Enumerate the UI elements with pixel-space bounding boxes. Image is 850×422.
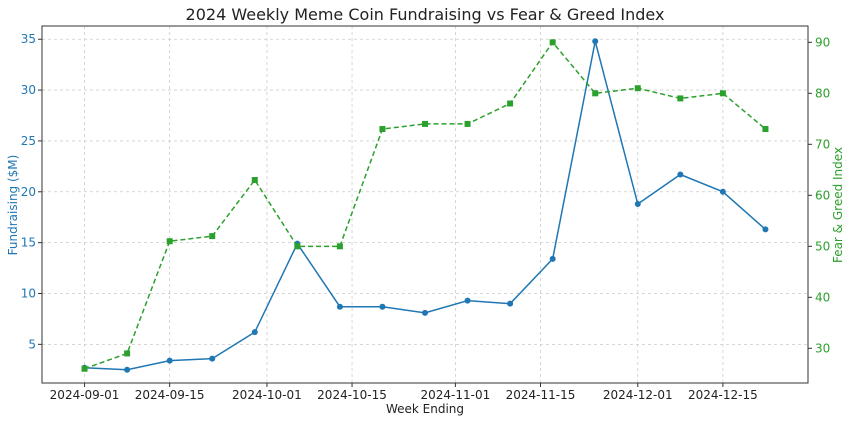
y-right-tick-label: 60	[815, 188, 830, 202]
plot-frame	[41, 25, 809, 384]
y-left-tick-label: 20	[21, 185, 36, 199]
fear-greed-point	[549, 39, 556, 46]
x-tick-label: 2024-12-01	[603, 388, 673, 402]
fear-greed-point	[719, 90, 726, 97]
x-tick-label: 2024-09-01	[50, 388, 120, 402]
fear-greed-point	[166, 238, 173, 245]
fear-greed-point	[507, 100, 514, 107]
y-axis-label-right: Fear & Greed Index	[831, 147, 845, 263]
x-tick-label: 2024-10-01	[232, 388, 302, 402]
fear-greed-point	[209, 233, 216, 240]
fundraising-point	[592, 38, 599, 45]
fear-greed-point	[422, 120, 428, 127]
fundraising-point	[166, 357, 173, 364]
y-right-tick-label: 90	[815, 35, 830, 49]
y-left-tick-label: 25	[21, 134, 36, 148]
fundraising-point	[379, 303, 386, 310]
x-axis-label: Week Ending	[386, 402, 464, 416]
fundraising-point	[251, 329, 258, 336]
y-right-tick-label: 40	[815, 290, 830, 304]
ticks: 2024-09-01 2024-09-15 2024-10-01 2024-10-15…	[21, 32, 831, 402]
fundraising-point	[464, 297, 471, 304]
x-tick-label: 2024-11-01	[421, 388, 491, 402]
y-right-tick-label: 70	[815, 137, 830, 151]
y-right-tick-label: 30	[815, 341, 830, 355]
fundraising-point	[634, 200, 641, 207]
y-right-tick-label: 80	[815, 86, 830, 100]
fear-greed-point	[677, 95, 684, 102]
fundraising-point	[507, 300, 514, 307]
fear-greed-point	[251, 177, 258, 184]
y-left-tick-label: 5	[28, 337, 36, 351]
y-axis-label-left: Fundraising ($M)	[6, 155, 20, 256]
fundraising-point	[336, 303, 343, 310]
y-left-tick-label: 35	[21, 32, 36, 46]
fundraising-point	[124, 366, 131, 373]
fundraising-point	[549, 255, 556, 262]
fundraising-point	[422, 309, 428, 316]
x-tick-label: 2024-12-15	[688, 388, 758, 402]
fear-greed-point	[81, 365, 88, 372]
fundraising-point	[209, 355, 216, 362]
fear-greed-point	[634, 85, 641, 92]
x-tick-label: 2024-11-15	[506, 388, 576, 402]
fear-greed-point	[124, 350, 131, 357]
fundraising-point	[762, 226, 769, 233]
y-left-tick-label: 10	[21, 286, 36, 300]
grid	[42, 26, 808, 383]
x-tick-label: 2024-10-15	[317, 388, 387, 402]
fundraising-line	[84, 41, 766, 371]
fear-greed-point	[464, 120, 471, 127]
fear-greed-point	[336, 243, 343, 250]
fear-greed-point	[762, 126, 769, 133]
y-left-tick-label: 30	[21, 83, 36, 97]
series-layer	[81, 38, 769, 373]
fear-greed-point	[379, 126, 386, 133]
y-left-tick-label: 15	[21, 236, 36, 250]
fear-greed-line	[84, 41, 766, 370]
chart-title: 2024 Weekly Meme Coin Fundraising vs Fea…	[186, 5, 665, 24]
fundraising-point	[677, 171, 684, 178]
fear-greed-point	[592, 90, 599, 97]
y-right-tick-label: 50	[815, 239, 830, 253]
fear-greed-point	[294, 243, 301, 250]
fundraising-point	[719, 188, 726, 195]
x-tick-label: 2024-09-15	[135, 388, 205, 402]
